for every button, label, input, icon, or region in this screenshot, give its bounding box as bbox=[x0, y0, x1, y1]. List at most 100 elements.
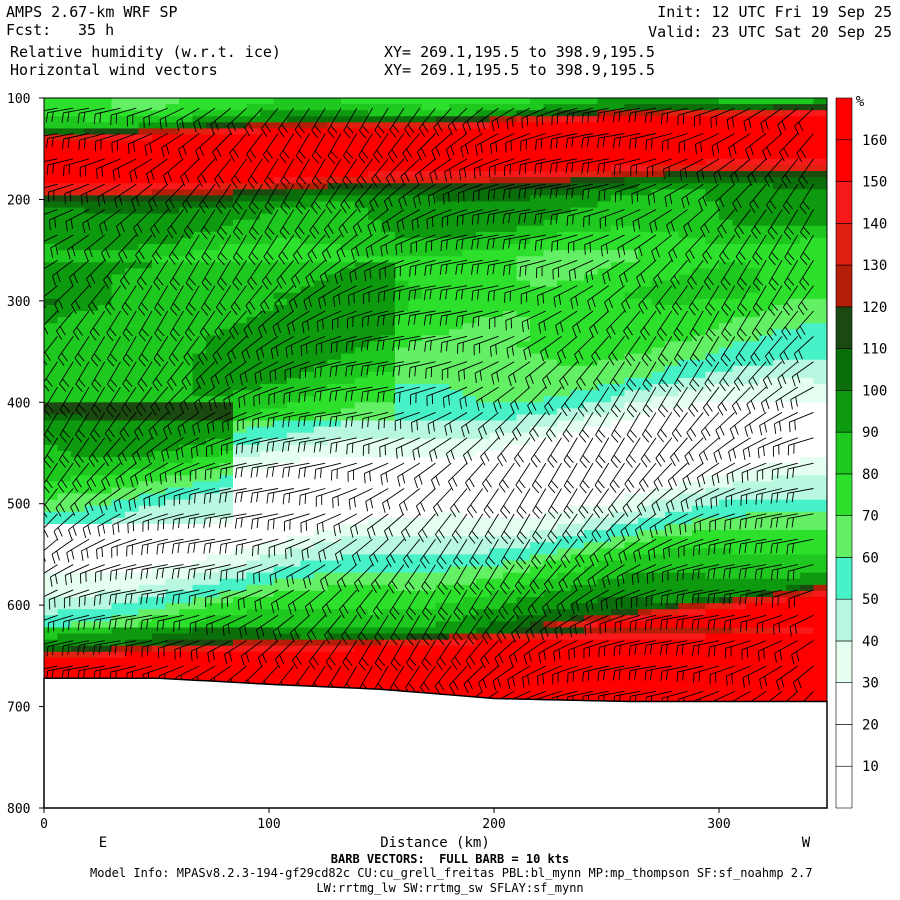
rh-cell bbox=[165, 347, 180, 355]
rh-cell bbox=[422, 231, 437, 239]
rh-cell bbox=[71, 548, 86, 556]
rh-cell bbox=[192, 560, 207, 568]
rh-cell bbox=[570, 122, 585, 130]
rh-cell bbox=[543, 268, 558, 276]
rh-cell bbox=[368, 584, 383, 592]
rh-cell bbox=[489, 475, 504, 482]
rh-cell bbox=[300, 231, 315, 239]
rh-cell bbox=[327, 371, 342, 379]
rh-cell bbox=[260, 195, 275, 203]
rh-cell bbox=[260, 530, 275, 537]
rh-cell bbox=[71, 298, 86, 306]
rh-cell bbox=[489, 298, 504, 306]
rh-cell bbox=[192, 627, 207, 635]
rh-cell bbox=[98, 335, 113, 343]
rh-cell bbox=[233, 359, 248, 367]
rh-cell bbox=[233, 158, 248, 166]
rh-cell bbox=[206, 530, 221, 537]
rh-cell bbox=[462, 536, 477, 543]
rh-cell bbox=[368, 158, 383, 166]
rh-cell bbox=[206, 603, 221, 610]
rh-cell bbox=[327, 365, 342, 373]
rh-cell bbox=[287, 414, 302, 422]
rh-cell bbox=[395, 329, 410, 336]
rh-cell bbox=[489, 615, 504, 622]
rh-cell bbox=[422, 511, 437, 519]
rh-cell bbox=[111, 244, 126, 251]
rh-cell bbox=[273, 377, 288, 385]
rh-cell bbox=[449, 621, 464, 629]
rh-cell bbox=[597, 183, 612, 190]
rh-cell bbox=[557, 402, 572, 409]
rh-cell bbox=[395, 469, 410, 476]
rh-cell bbox=[557, 414, 572, 422]
rh-cell bbox=[314, 268, 329, 276]
rh-cell bbox=[273, 225, 288, 233]
rh-cell bbox=[84, 183, 99, 190]
rh-cell bbox=[462, 578, 477, 586]
rh-cell bbox=[462, 390, 477, 397]
rh-cell bbox=[71, 493, 86, 501]
rh-cell bbox=[57, 274, 72, 282]
rh-cell bbox=[44, 524, 59, 531]
rh-cell bbox=[125, 237, 140, 245]
rh-cell bbox=[287, 146, 302, 154]
rh-cell bbox=[287, 195, 302, 203]
rh-cell bbox=[179, 177, 194, 184]
rh-cell bbox=[354, 134, 369, 142]
rh-cell bbox=[462, 645, 477, 653]
rh-cell bbox=[152, 152, 167, 160]
rh-cell bbox=[125, 213, 140, 221]
rh-cell bbox=[260, 651, 275, 659]
rh-cell bbox=[530, 171, 545, 178]
rh-cell bbox=[408, 420, 423, 428]
rh-cell bbox=[300, 633, 315, 641]
rh-cell bbox=[395, 517, 410, 525]
rh-cell bbox=[489, 158, 504, 166]
rh-cell bbox=[57, 530, 72, 537]
rh-cell bbox=[125, 603, 140, 610]
rh-cell bbox=[395, 335, 410, 343]
rh-cell bbox=[368, 450, 383, 458]
rh-cell bbox=[287, 438, 302, 446]
rh-cell bbox=[84, 134, 99, 142]
rh-cell bbox=[597, 177, 612, 184]
rh-cell bbox=[489, 670, 504, 677]
rh-cell bbox=[611, 450, 626, 458]
rh-cell bbox=[219, 146, 234, 154]
rh-cell bbox=[503, 256, 518, 263]
rh-cell bbox=[84, 286, 99, 294]
rh-cell bbox=[71, 140, 86, 148]
rh-cell bbox=[476, 377, 491, 385]
rh-cell bbox=[503, 566, 518, 574]
rh-cell bbox=[233, 317, 248, 324]
rh-cell bbox=[206, 414, 221, 422]
rh-cell bbox=[219, 262, 234, 269]
rh-cell bbox=[138, 542, 153, 549]
rh-cell bbox=[503, 317, 518, 324]
rh-cell bbox=[408, 639, 423, 647]
rh-cell bbox=[570, 499, 585, 507]
rh-cell bbox=[327, 311, 342, 318]
rh-cell bbox=[476, 213, 491, 221]
rh-cell bbox=[206, 639, 221, 647]
rh-cell bbox=[84, 213, 99, 221]
rh-cell bbox=[327, 639, 342, 647]
rh-cell bbox=[260, 244, 275, 251]
rh-cell bbox=[516, 524, 531, 531]
rh-cell bbox=[260, 517, 275, 525]
rh-cell bbox=[138, 311, 153, 318]
rh-cell bbox=[71, 122, 86, 130]
rh-cell bbox=[71, 609, 86, 616]
rh-cell bbox=[516, 475, 531, 482]
rh-cell bbox=[557, 390, 572, 397]
rh-cell bbox=[584, 615, 599, 622]
rh-cell bbox=[354, 152, 369, 160]
rh-cell bbox=[476, 183, 491, 190]
rh-cell bbox=[327, 347, 342, 355]
rh-cell bbox=[327, 98, 342, 105]
rh-cell bbox=[530, 250, 545, 257]
rh-cell bbox=[273, 621, 288, 629]
rh-cell bbox=[422, 128, 437, 136]
rh-cell bbox=[71, 371, 86, 379]
